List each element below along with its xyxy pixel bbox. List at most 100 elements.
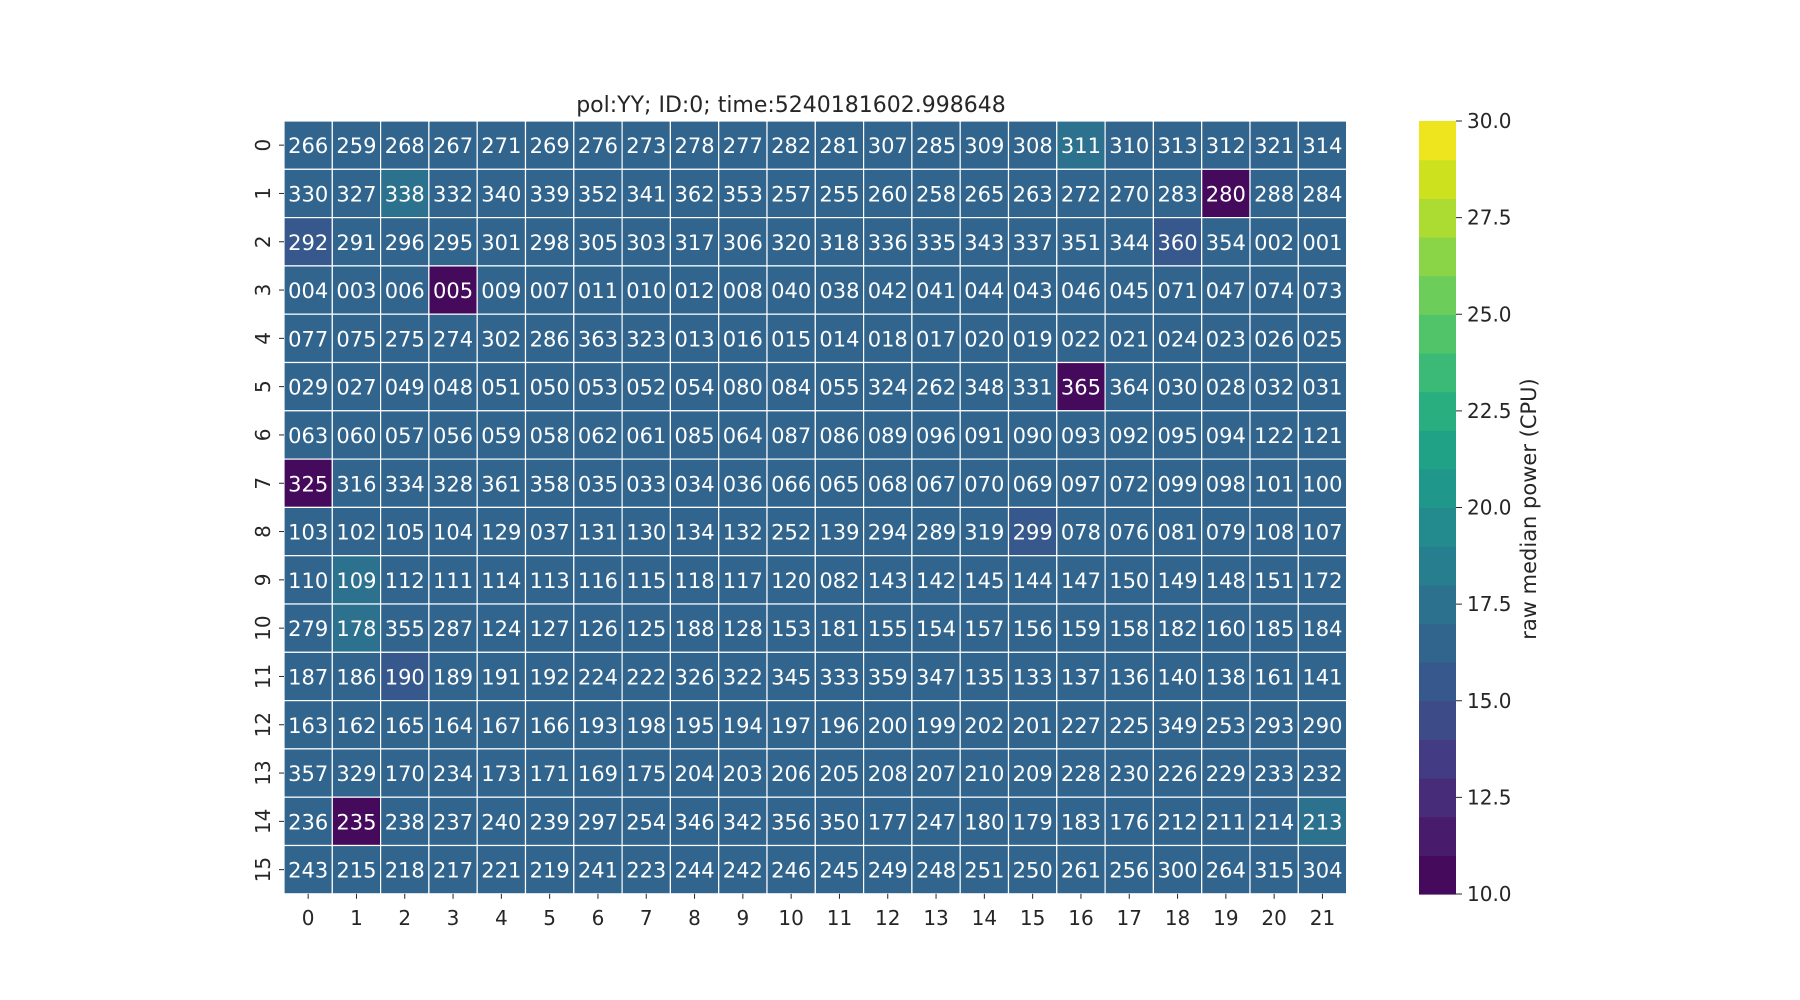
- heatmap-cell: [669, 796, 720, 847]
- x-tick-label: 8: [688, 906, 701, 930]
- cell-label: 066: [771, 472, 811, 496]
- cell-label: 324: [868, 376, 908, 400]
- cell-label: 228: [1061, 762, 1101, 786]
- cell-label: 292: [288, 231, 328, 255]
- heatmap-cell: [1056, 603, 1106, 653]
- colorbar-segment: [1419, 352, 1456, 393]
- heatmap-cell: [573, 458, 623, 509]
- cell-label: 060: [336, 424, 376, 448]
- heatmap-cell: [1056, 410, 1106, 460]
- cell-label: 072: [1109, 472, 1149, 496]
- cell-label: 222: [626, 665, 666, 689]
- heatmap-cell: [428, 844, 478, 895]
- x-tick-label: 1: [350, 906, 363, 930]
- cell-label: 221: [481, 859, 521, 883]
- cell-label: 137: [1061, 665, 1101, 689]
- colorbar-segment: [1419, 430, 1456, 470]
- cell-label: 115: [626, 569, 666, 593]
- cell-label: 038: [819, 279, 859, 303]
- cell-label: 287: [433, 617, 473, 641]
- cell-label: 290: [1302, 714, 1342, 738]
- cell-label: 177: [868, 810, 908, 834]
- heatmap-cell: [959, 555, 1010, 605]
- cell-label: 040: [771, 279, 811, 303]
- heatmap-cell: [718, 748, 768, 798]
- colorbar-tick-label: 25.0: [1467, 302, 1512, 326]
- heatmap-cell: [814, 168, 865, 219]
- heatmap-cell: [380, 361, 430, 412]
- cell-label: 104: [433, 521, 473, 545]
- cell-label: 303: [626, 231, 666, 255]
- cell-label: 344: [1109, 231, 1149, 255]
- cell-label: 299: [1013, 521, 1053, 545]
- cell-label: 087: [771, 424, 811, 448]
- cell-label: 224: [578, 665, 618, 689]
- heatmap-cell: [621, 748, 671, 798]
- y-tick-label: 9: [251, 573, 275, 586]
- cell-label: 036: [723, 472, 763, 496]
- heatmap-cell: [621, 361, 671, 412]
- heatmap-cell: [1201, 168, 1251, 219]
- cell-label: 318: [819, 231, 859, 255]
- heatmap-cell: [1249, 217, 1299, 267]
- cell-label: 357: [288, 762, 328, 786]
- x-tick-label: 11: [827, 906, 852, 930]
- colorbar-segment: [1419, 121, 1456, 161]
- cell-label: 169: [578, 762, 618, 786]
- cell-label: 229: [1206, 762, 1246, 786]
- y-tick-label: 15: [251, 857, 275, 882]
- cell-label: 272: [1061, 182, 1101, 206]
- cell-label: 175: [626, 762, 666, 786]
- y-tick-label: 8: [251, 525, 275, 538]
- cell-label: 015: [771, 327, 811, 351]
- cell-label: 148: [1206, 569, 1246, 593]
- cell-label: 211: [1206, 810, 1246, 834]
- cell-label: 035: [578, 472, 618, 496]
- heatmap-cell: [1201, 651, 1251, 702]
- cell-label: 065: [819, 472, 859, 496]
- colorbar-tick-label: 15.0: [1467, 689, 1512, 713]
- cell-label: 016: [723, 327, 763, 351]
- heatmap-cell: [1249, 603, 1299, 653]
- cell-label: 354: [1206, 231, 1246, 255]
- cell-label: 007: [530, 279, 570, 303]
- cell-label: 347: [916, 665, 956, 689]
- cell-label: 164: [433, 714, 473, 738]
- cell-label: 361: [481, 472, 521, 496]
- cell-label: 358: [530, 472, 570, 496]
- heatmap-cell: [959, 748, 1010, 798]
- heatmap-cell: [1152, 555, 1203, 605]
- cell-label: 301: [481, 231, 521, 255]
- cell-label: 237: [433, 810, 473, 834]
- x-tick-label: 5: [543, 906, 556, 930]
- cell-label: 261: [1061, 859, 1101, 883]
- cell-label: 054: [675, 376, 715, 400]
- cell-label: 206: [771, 762, 811, 786]
- heatmap-cell: [862, 410, 913, 460]
- heatmap-cell: [1007, 651, 1058, 702]
- heatmap-cell: [331, 458, 382, 509]
- cell-label: 151: [1254, 569, 1294, 593]
- cell-label: 247: [916, 810, 956, 834]
- heatmap-cell: [911, 313, 961, 364]
- x-tick-label: 7: [640, 906, 653, 930]
- cell-label: 202: [964, 714, 1004, 738]
- cell-label: 154: [916, 617, 956, 641]
- cell-label: 240: [481, 810, 521, 834]
- heatmap-cell: [1297, 748, 1348, 798]
- cell-label: 061: [626, 424, 666, 448]
- cell-label: 021: [1109, 327, 1149, 351]
- cell-label: 217: [433, 859, 473, 883]
- cell-label: 050: [530, 376, 570, 400]
- cell-label: 012: [675, 279, 715, 303]
- cell-label: 144: [1013, 569, 1053, 593]
- heatmap-cell: [814, 844, 865, 895]
- cell-label: 156: [1013, 617, 1053, 641]
- cell-label: 311: [1061, 134, 1101, 158]
- cell-label: 059: [481, 424, 521, 448]
- cell-label: 063: [288, 424, 328, 448]
- cell-label: 329: [336, 762, 376, 786]
- cell-label: 209: [1013, 762, 1053, 786]
- cell-label: 312: [1206, 134, 1246, 158]
- cell-label: 245: [819, 859, 859, 883]
